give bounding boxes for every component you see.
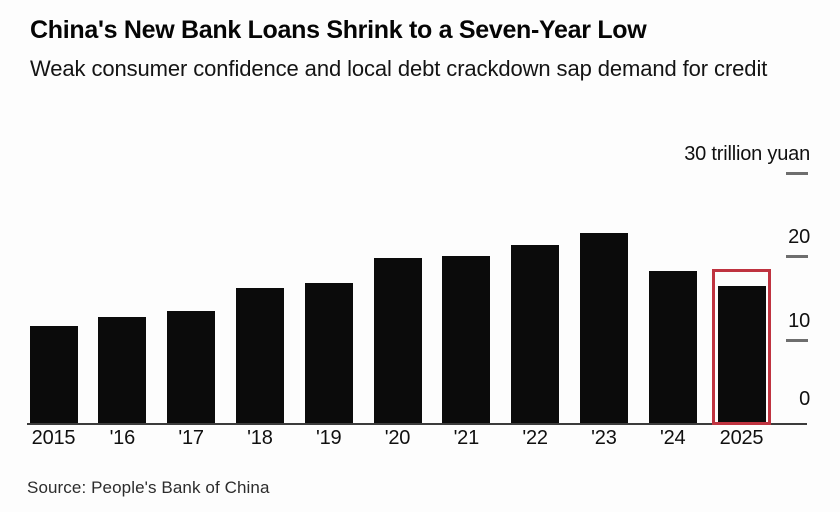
x-axis-label: '22 [522,427,548,449]
bar-22 [511,244,560,423]
highlight-box-2025 [711,268,771,425]
bar-17 [167,310,216,423]
y-axis-tick-label: 30 trillion yuan [684,143,810,165]
x-axis-label: '24 [659,427,686,449]
x-axis-label: '23 [591,427,617,449]
x-axis-label: '19 [315,427,342,449]
bar-21 [442,256,491,423]
bar-19 [304,283,353,423]
x-axis-label: 2025 [719,427,764,449]
x-axis-label: '18 [247,427,273,449]
bar-20 [373,258,422,423]
chart-header: China's New Bank Loans Shrink to a Seven… [30,14,810,84]
y-axis-tick-mark [786,338,808,342]
bar-18 [235,288,284,423]
chart-subtitle: Weak consumer confidence and local debt … [30,56,768,81]
bar-23 [579,233,628,423]
y-axis-tick-label: 20 [788,226,810,249]
x-axis-line [27,423,807,425]
x-axis-label: '16 [109,427,136,449]
y-axis-tick-mark [786,255,808,259]
y-axis-tick-label: 0 [799,388,810,410]
y-axis-tick-label: 10 [788,309,810,332]
bar-16 [98,317,147,423]
x-axis-label: '21 [453,427,480,449]
source-note: Source: People's Bank of China [27,478,270,497]
x-axis-label: '20 [384,427,411,449]
bar-24 [648,270,697,423]
chart-title: China's New Bank Loans Shrink to a Seven… [30,16,647,44]
bar-2015 [29,325,78,423]
y-axis-tick-mark [786,172,808,175]
x-axis-label: 2015 [31,427,76,449]
x-axis-label: '17 [178,427,204,449]
bar-2025 [717,286,766,423]
